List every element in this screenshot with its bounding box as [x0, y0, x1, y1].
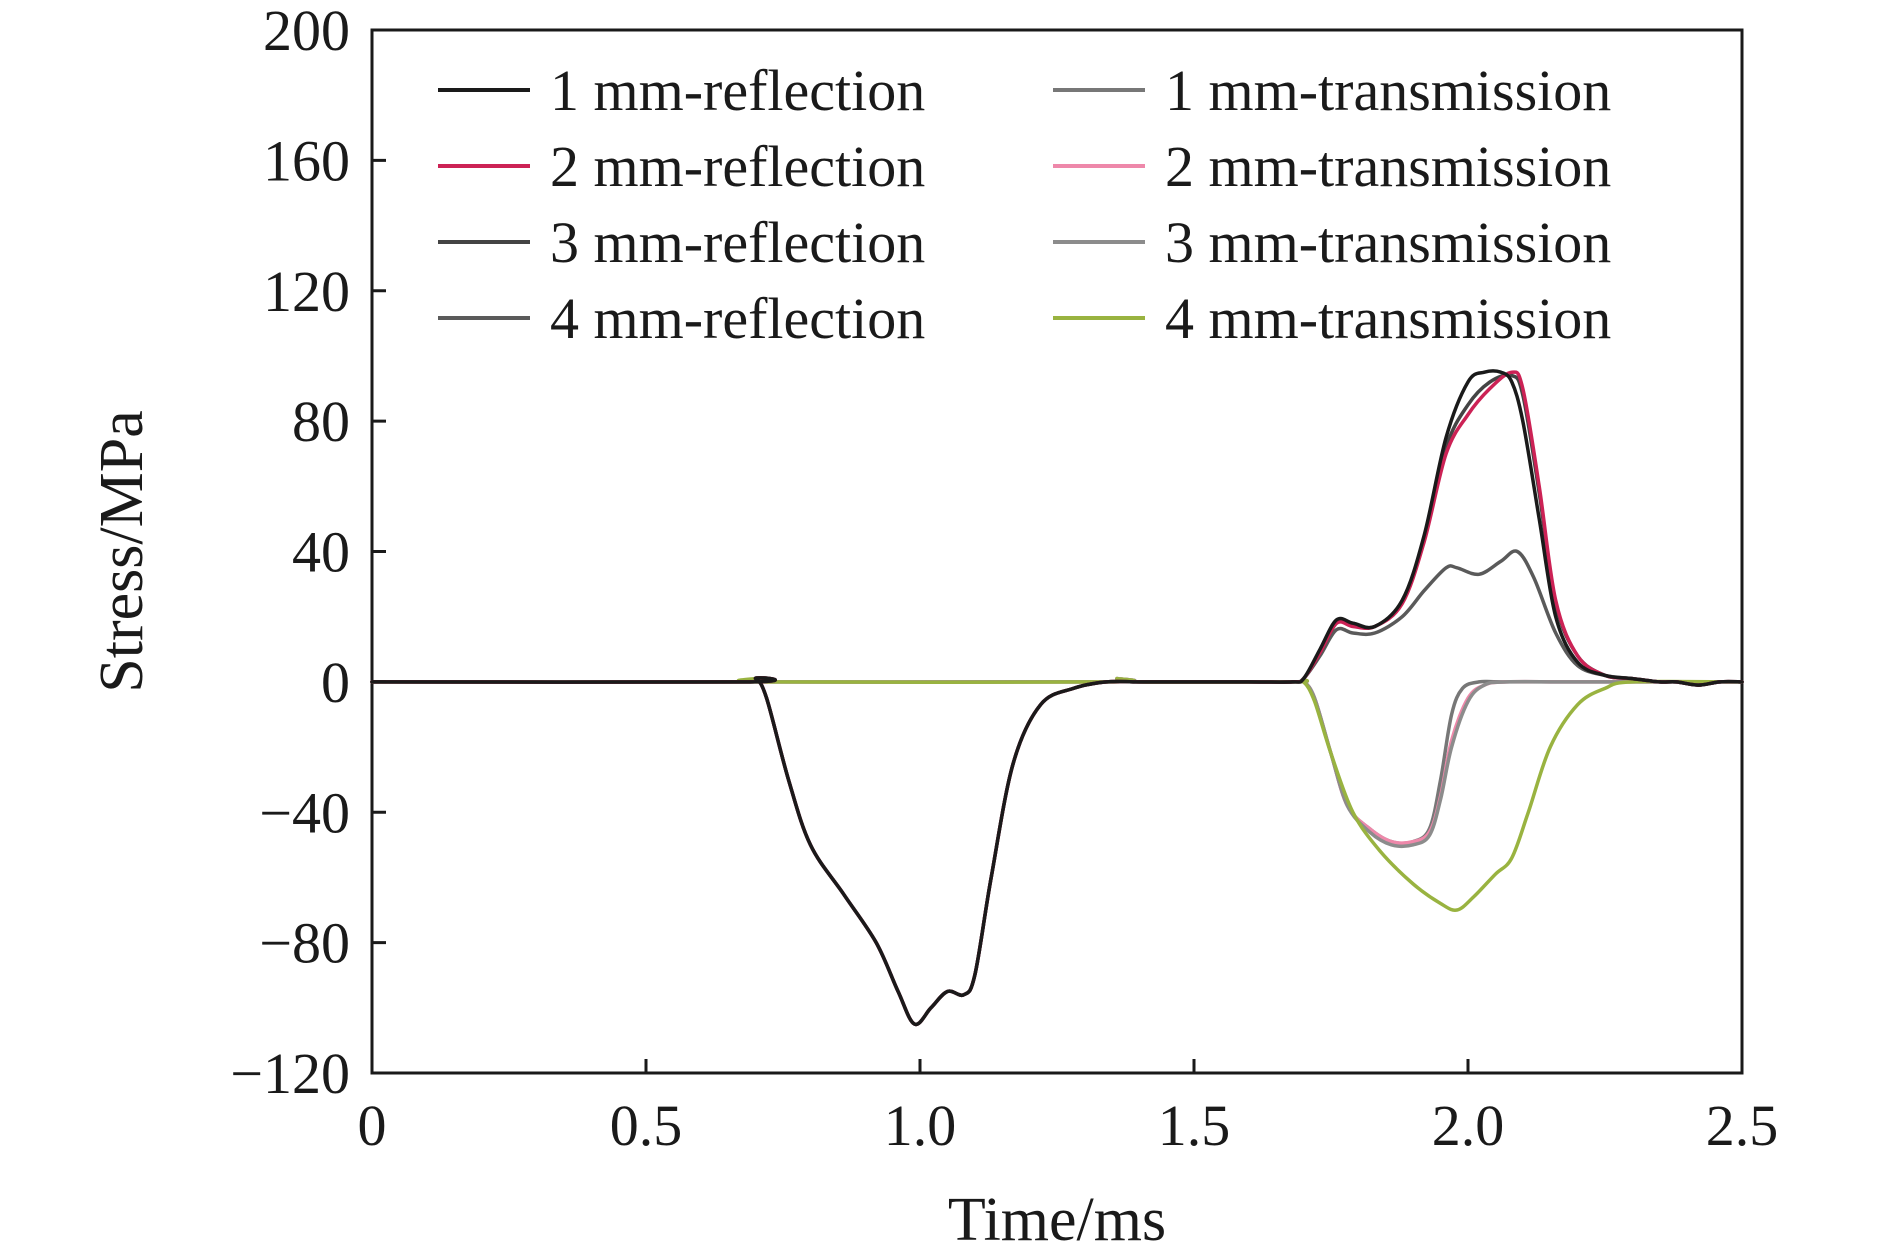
series-line-8 [370, 676, 1744, 912]
x-tick-label: 1.5 [1158, 1093, 1231, 1158]
y-tick-label: −120 [230, 1041, 350, 1106]
series-line-2 [370, 370, 1744, 1027]
legend-label: 4 mm-transmission [1165, 286, 1611, 351]
x-tick-label: 0.5 [610, 1093, 683, 1158]
y-tick-label: 160 [263, 128, 350, 193]
x-tick-label: 2.5 [1706, 1093, 1779, 1158]
x-tick-label: 2.0 [1432, 1093, 1505, 1158]
legend-label: 2 mm-reflection [550, 134, 925, 199]
y-tick-label: 40 [292, 520, 350, 585]
legend-label: 1 mm-transmission [1165, 58, 1611, 123]
series-line-7 [370, 676, 1744, 849]
x-tick-label: 1.0 [884, 1093, 957, 1158]
x-axis-ticks: 0 0.5 1.0 1.5 2.0 2.5 [358, 1059, 1779, 1158]
y-tick-label: 120 [263, 259, 350, 324]
y-tick-label: −40 [259, 780, 350, 845]
x-tick-label: 0 [358, 1093, 387, 1158]
legend-label: 1 mm-reflection [550, 58, 925, 123]
series-line-6 [370, 676, 1744, 845]
series-line-5 [370, 676, 1744, 845]
y-tick-label: 80 [292, 389, 350, 454]
y-tick-label: 200 [263, 0, 350, 63]
legend-label: 3 mm-transmission [1165, 210, 1611, 275]
y-tick-label: 0 [321, 650, 350, 715]
y-axis-ticks: −120 −80 −40 0 40 80 120 160 200 [230, 0, 386, 1106]
legend: 1 mm-reflection 2 mm-reflection 3 mm-refle… [438, 58, 1611, 351]
series-line-1 [370, 369, 1744, 1027]
legend-label: 2 mm-transmission [1165, 134, 1611, 199]
x-axis-title: Time/ms [948, 1186, 1166, 1254]
series-layer [370, 369, 1744, 1027]
legend-label: 3 mm-reflection [550, 210, 925, 275]
legend-label: 4 mm-reflection [550, 286, 925, 351]
y-axis-title: Stress/MPa [88, 410, 156, 692]
y-tick-label: −80 [259, 911, 350, 976]
